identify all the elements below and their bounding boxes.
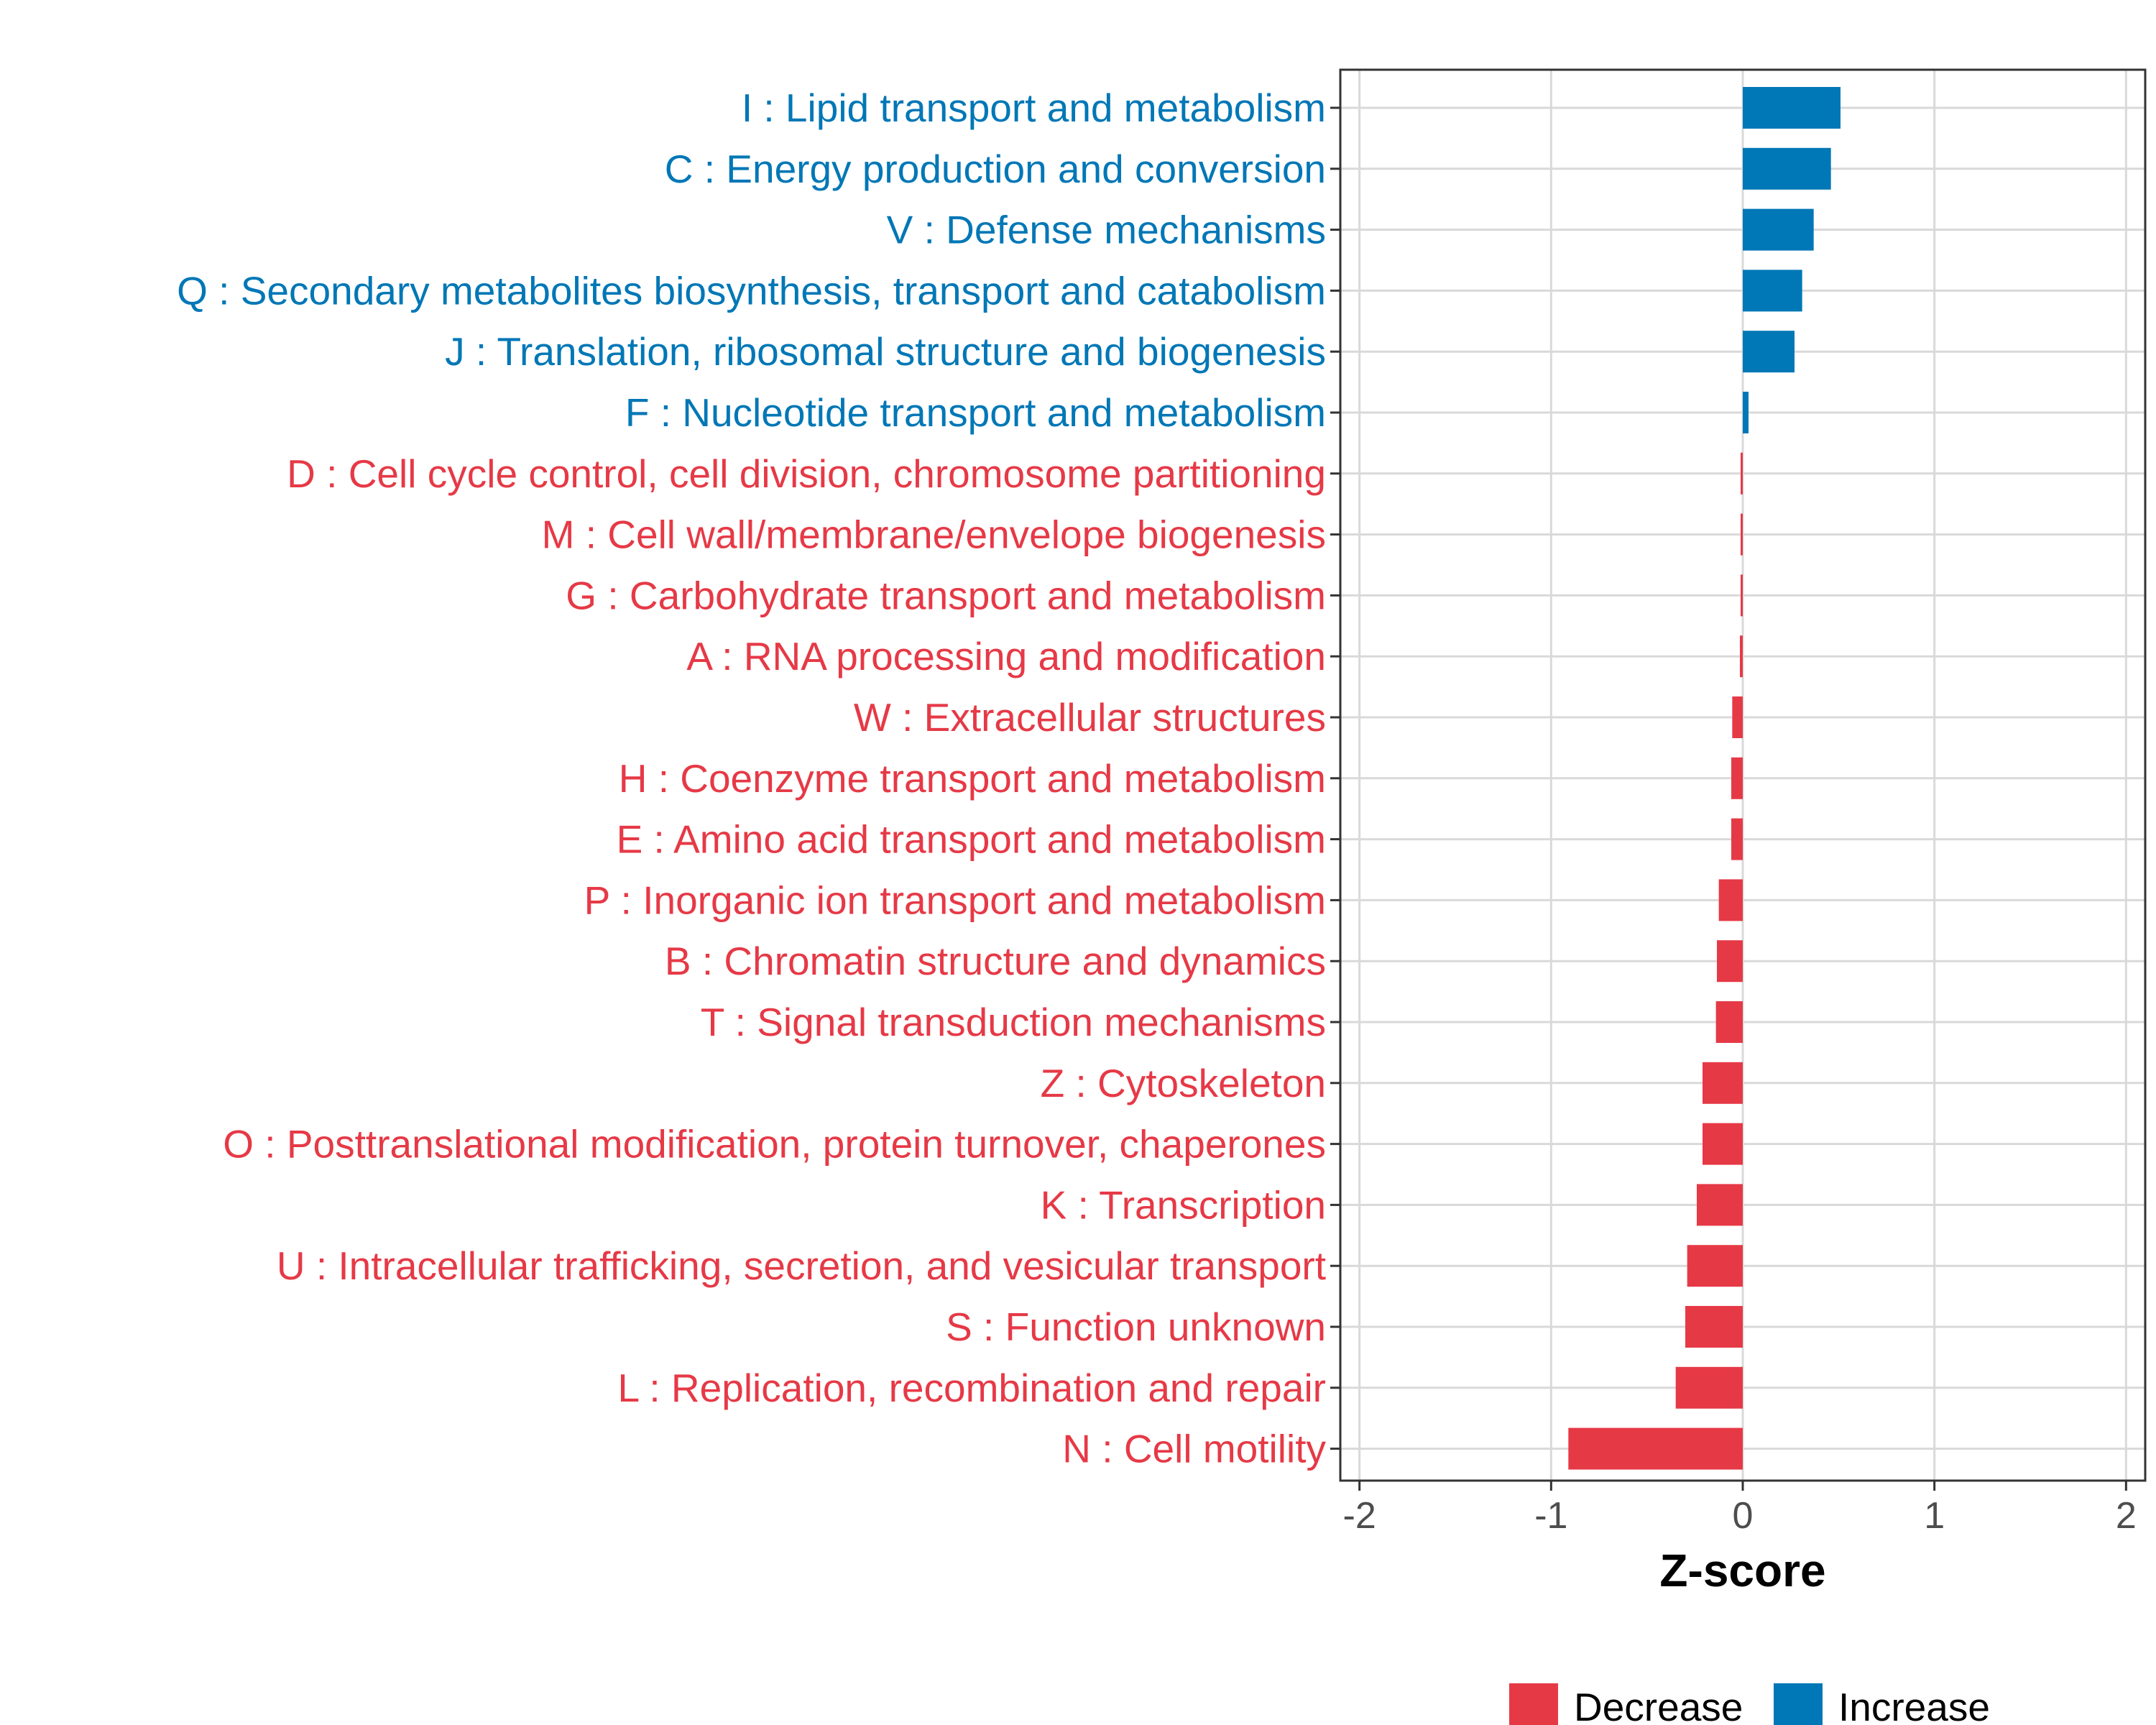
x-axis-title: Z-score [1659, 1545, 1825, 1596]
x-axis-ticks: -2 -1 0 1 2 [1343, 1481, 2137, 1537]
bar [1740, 635, 1743, 678]
bar [1743, 331, 1795, 373]
bar [1743, 270, 1802, 312]
bar [1703, 1062, 1743, 1104]
x-tick-label: 2 [2116, 1495, 2137, 1537]
category-label: Q : Secondary metabolites biosynthesis, … [177, 268, 1326, 313]
bar [1675, 1366, 1743, 1409]
x-tick-label: -2 [1343, 1495, 1376, 1537]
category-label: D : Cell cycle control, cell division, c… [287, 451, 1326, 496]
category-label: U : Intracellular trafficking, secretion… [277, 1243, 1326, 1288]
bar [1685, 1306, 1743, 1348]
category-label: V : Defense mechanisms [887, 208, 1326, 252]
bar [1741, 574, 1743, 617]
bar [1717, 940, 1743, 983]
category-label: G : Carbohydrate transport and metabolis… [566, 573, 1326, 617]
bar [1743, 147, 1831, 190]
bar [1687, 1245, 1743, 1287]
category-label: A : RNA processing and modification [686, 634, 1326, 678]
bar [1741, 452, 1743, 494]
category-label: T : Signal transduction mechanisms [701, 1000, 1326, 1044]
category-label: J : Translation, ribosomal structure and… [445, 329, 1326, 374]
legend-key-decrease [1509, 1683, 1558, 1725]
x-tick-label: -1 [1534, 1495, 1567, 1537]
category-label: S : Function unknown [946, 1305, 1326, 1349]
bar [1568, 1427, 1743, 1470]
legend-key-increase [1774, 1683, 1823, 1725]
bar [1731, 818, 1743, 860]
bar [1741, 513, 1743, 556]
category-label: L : Replication, recombination and repai… [618, 1366, 1326, 1410]
category-labels: I : Lipid transport and metabolism C : En… [177, 86, 1326, 1471]
bar [1697, 1184, 1743, 1226]
bar [1718, 879, 1743, 921]
bar [1732, 696, 1743, 738]
legend: Decrease Increase [1509, 1683, 1990, 1725]
y-axis-ticks [1330, 106, 1340, 1450]
category-label: F : Nucleotide transport and metabolism [625, 390, 1326, 435]
bar [1731, 757, 1743, 799]
category-label: I : Lipid transport and metabolism [742, 86, 1326, 130]
category-label: E : Amino acid transport and metabolism [617, 817, 1326, 862]
bar [1715, 1001, 1743, 1043]
x-tick-label: 0 [1733, 1495, 1754, 1537]
legend-label-increase: Increase [1838, 1685, 1990, 1725]
category-label: B : Chromatin structure and dynamics [665, 939, 1326, 983]
bar [1743, 87, 1841, 129]
category-label: C : Energy production and conversion [665, 147, 1326, 191]
category-label: H : Coenzyme transport and metabolism [619, 756, 1326, 801]
x-tick-label: 1 [1924, 1495, 1945, 1537]
bar [1743, 392, 1749, 433]
category-label: Z : Cytoskeleton [1041, 1061, 1326, 1105]
bars [1568, 87, 1841, 1470]
bar [1703, 1123, 1743, 1165]
bar [1743, 208, 1814, 251]
category-label: N : Cell motility [1062, 1427, 1326, 1471]
category-label: P : Inorganic ion transport and metaboli… [584, 878, 1326, 922]
category-label: O : Posttranslational modification, prot… [223, 1122, 1326, 1167]
category-label: K : Transcription [1041, 1182, 1326, 1227]
category-label: W : Extracellular structures [854, 695, 1326, 740]
legend-label-decrease: Decrease [1574, 1685, 1743, 1725]
category-label: M : Cell wall/membrane/envelope biogenes… [542, 512, 1326, 557]
